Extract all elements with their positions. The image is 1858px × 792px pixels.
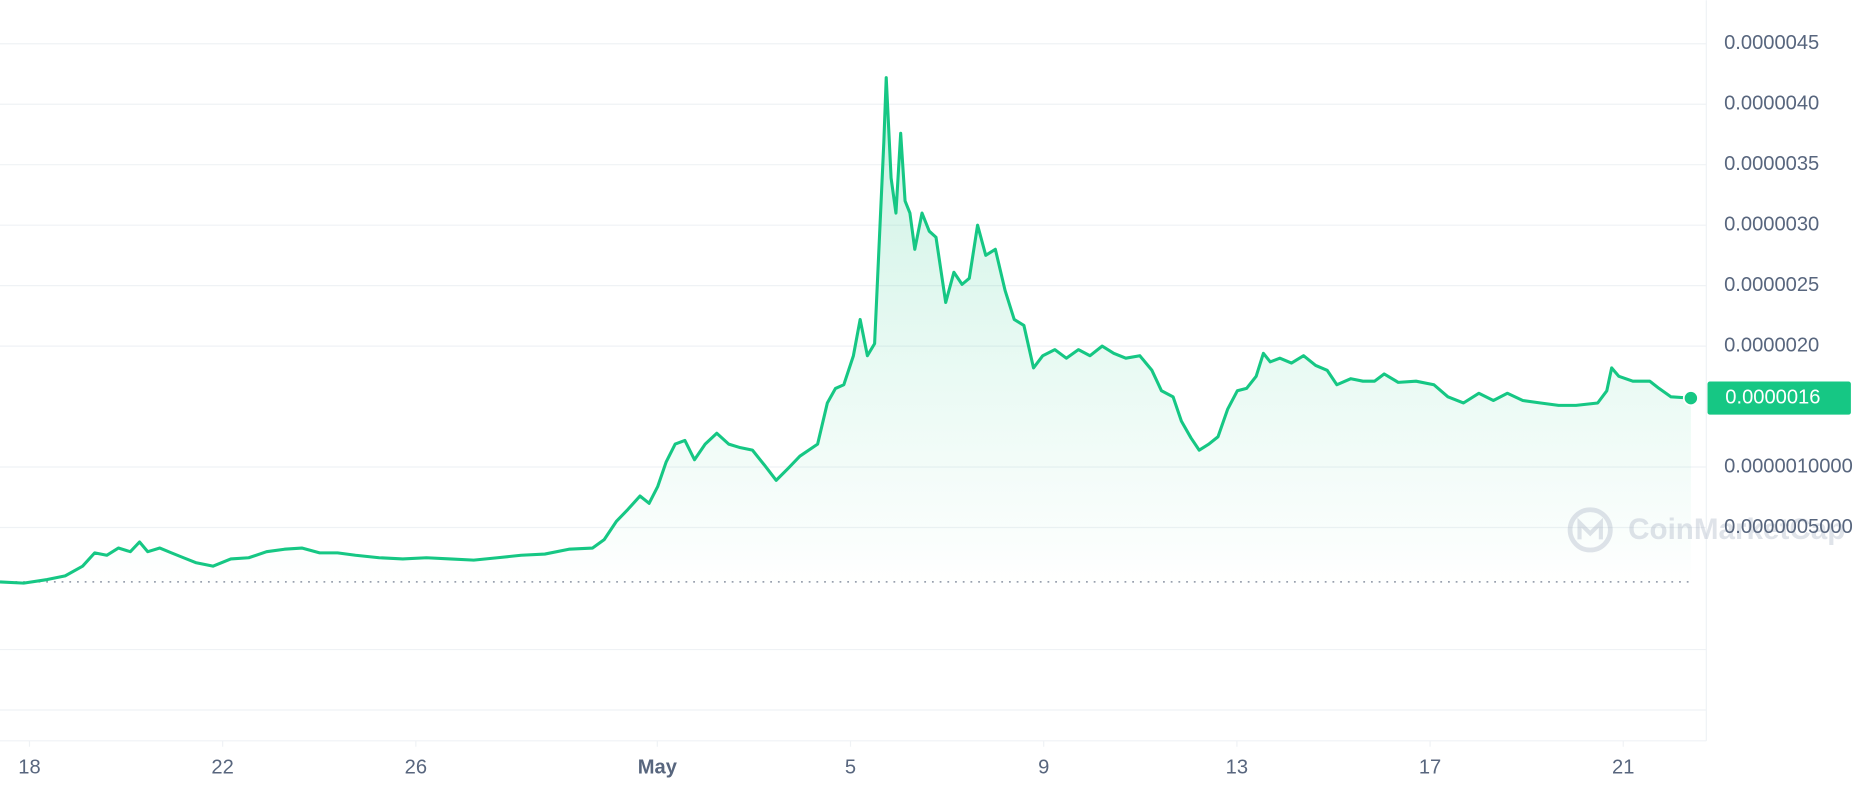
grid [0,43,1707,747]
watermark-logo [1567,507,1613,553]
watermark-logo-m [1577,517,1603,540]
x-tick-label: May [638,756,678,778]
price-label-box [1707,381,1851,415]
price-label: 0.0000016 [1725,386,1820,408]
price-line [0,76,1692,585]
y-tick-label: 0.0000005000 [1724,516,1853,538]
y-tick-label: 0.0000025 [1724,274,1819,296]
x-tick-label: 21 [1612,756,1634,778]
price-area [0,77,1691,588]
x-tick-label: 17 [1419,756,1441,778]
x-tick-label: 26 [405,756,427,778]
y-tick-label: 0.0000045 [1724,32,1819,54]
last-price-dot [1682,390,1699,407]
x-tick-label: 22 [211,756,233,778]
y-tick-label: 0.0000020 [1724,334,1819,356]
y-tick-label: 0.0000035 [1724,153,1819,175]
x-tick-label: 13 [1226,756,1248,778]
plot [0,76,1699,588]
y-tick-label: 0.0000010000 [1724,455,1853,477]
x-tick-label: 9 [1038,756,1049,778]
labels: 0.0000005000 0.0000010000 0.0000020 0.00000… [18,32,1853,778]
x-tick-label: 18 [18,756,40,778]
watermark: CoinMarketCap [1567,507,1845,553]
x-tick-label: 5 [845,756,856,778]
y-tick-label: 0.0000030 [1724,213,1819,235]
y-tick-label: 0.0000040 [1724,93,1819,115]
watermark-text: CoinMarketCap [1628,513,1845,546]
